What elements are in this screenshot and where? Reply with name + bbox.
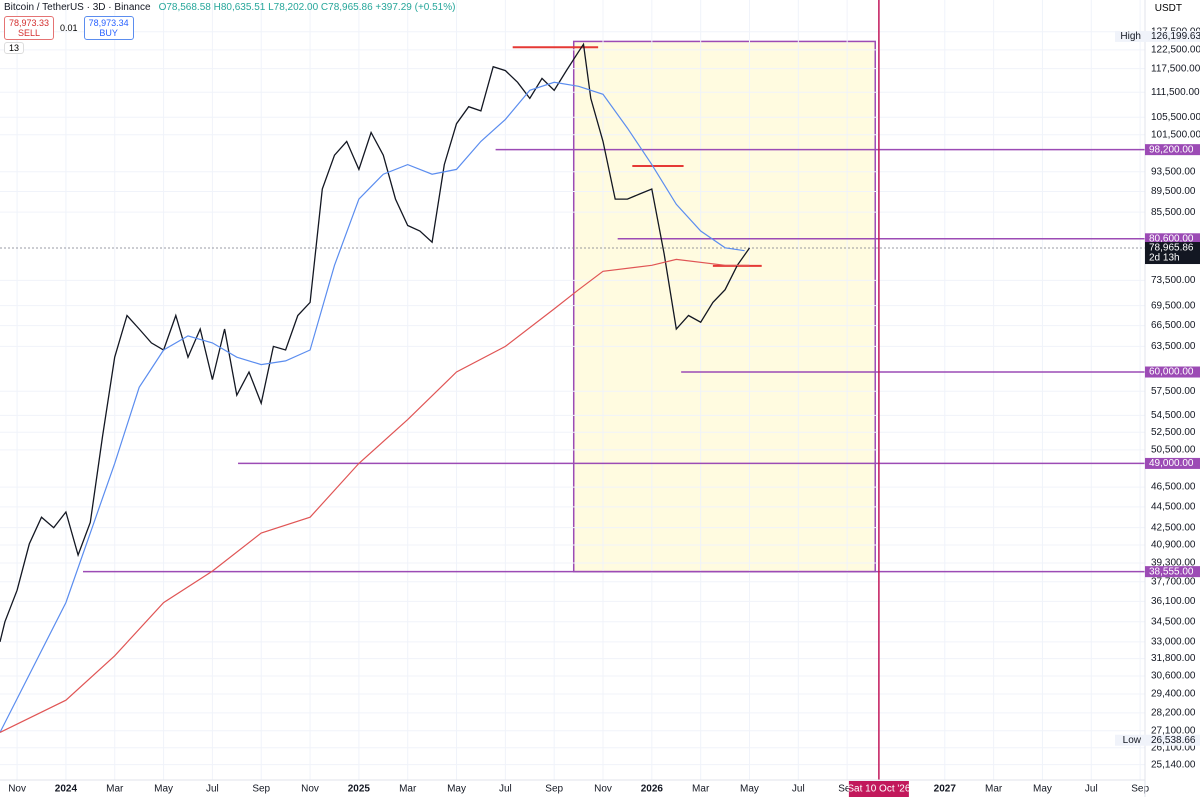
last-price-label: 78,965.86	[1149, 243, 1194, 254]
grid	[0, 0, 1145, 780]
y-tick-label: 36,100.00	[1151, 596, 1196, 607]
y-tick-label: 44,500.00	[1151, 502, 1196, 513]
y-tick-label: 122,500.00	[1151, 44, 1200, 55]
symbol: Bitcoin / TetherUS · 3D · Binance	[4, 2, 151, 13]
buy-label: BUY	[99, 28, 118, 38]
x-tick-label: May	[740, 784, 759, 795]
x-tick-label: Jul	[499, 784, 512, 795]
level-label: 98,200.00	[1149, 144, 1194, 155]
low-tag: Low	[1123, 735, 1142, 746]
indicator-toggle[interactable]: 13	[4, 42, 25, 54]
y-tick-label: 63,500.00	[1151, 341, 1196, 352]
x-tick-label: Sep	[1131, 784, 1149, 795]
y-tick-label: 42,500.00	[1151, 522, 1196, 533]
y-tick-label: 25,140.00	[1151, 759, 1196, 770]
quantity: 0.01	[60, 23, 78, 33]
y-tick-label: 73,500.00	[1151, 275, 1196, 286]
y-tick-label: 37,700.00	[1151, 576, 1196, 587]
level-flag	[1145, 233, 1200, 245]
low-flag	[1115, 734, 1200, 746]
low-value: 26,538.66	[1151, 735, 1196, 746]
y-tick-label: 46,500.00	[1151, 482, 1196, 493]
y-tick-label: 57,500.00	[1151, 386, 1196, 397]
y-tick-label: 89,500.00	[1151, 186, 1196, 197]
x-tick-label: Sep	[838, 784, 856, 795]
y-tick-label: 29,400.00	[1151, 689, 1196, 700]
high-tag: High	[1120, 31, 1141, 42]
y-tick-label: 28,200.00	[1151, 707, 1196, 718]
x-tick-label: May	[447, 784, 466, 795]
price-line	[0, 42, 751, 643]
high-value: 126,199.63	[1151, 31, 1200, 42]
x-tick-label: Jul	[206, 784, 219, 795]
buy-button[interactable]: 78,973.34 BUY	[83, 16, 134, 40]
y-tick-label: 54,500.00	[1151, 410, 1196, 421]
y-tick-label: 85,500.00	[1151, 207, 1196, 218]
y-tick-label: 40,900.00	[1151, 540, 1196, 551]
x-tick-label: 2027	[934, 784, 957, 795]
y-tick-label: 33,000.00	[1151, 637, 1196, 648]
level-label: 80,600.00	[1149, 233, 1194, 244]
y-tick-label: 117,500.00	[1151, 63, 1200, 74]
y-tick-label: 50,500.00	[1151, 444, 1196, 455]
x-tick-label: Jul	[792, 784, 805, 795]
moving-average	[0, 258, 750, 733]
zone-box	[572, 40, 876, 573]
y-tick-label: 52,500.00	[1151, 427, 1196, 438]
y-tick-label: 31,800.00	[1151, 653, 1196, 664]
date-label: Sat 10 Oct '26	[847, 784, 910, 795]
date-flag	[848, 781, 909, 797]
x-tick-label: 2024	[55, 784, 78, 795]
plot	[0, 0, 1145, 780]
level-flag	[1145, 144, 1200, 156]
x-tick-label: Sep	[545, 784, 563, 795]
x-tick-label: Mar	[692, 784, 710, 795]
x-tick-label: Mar	[106, 784, 124, 795]
x-tick-label: Mar	[985, 784, 1003, 795]
x-tick-label: May	[1033, 784, 1052, 795]
currency[interactable]: USDT	[1154, 3, 1182, 14]
level-flag	[1145, 366, 1200, 378]
sell-price: 78,973.33	[9, 18, 50, 28]
y-tick-label: 111,500.00	[1151, 87, 1200, 98]
y-tick-label: 26,100.00	[1151, 742, 1196, 753]
header: Bitcoin / TetherUS · 3D · Binance O78,56…	[4, 2, 455, 13]
y-tick-label: 101,500.00	[1151, 129, 1200, 140]
y-tick-label: 93,500.00	[1151, 166, 1196, 177]
y-tick-label: 34,500.00	[1151, 616, 1196, 627]
level-label: 38,555.00	[1149, 566, 1194, 577]
y-tick-label: 30,600.00	[1151, 671, 1196, 682]
y-tick-label: 66,500.00	[1151, 320, 1196, 331]
y-tick-label: 69,500.00	[1151, 300, 1196, 311]
y-tick-label: 39,300.00	[1151, 558, 1196, 569]
x-tick-label: Mar	[399, 784, 417, 795]
trade-panel: 78,973.33 SELL 0.01 78,973.34 BUY	[4, 16, 134, 40]
ohlc: O78,568.58 H80,635.51 L78,202.00 C78,965…	[158, 2, 456, 13]
high-flag	[1115, 30, 1200, 42]
countdown: 2d 13h	[1149, 253, 1180, 264]
level-label: 60,000.00	[1149, 367, 1194, 378]
sell-label: SELL	[18, 28, 41, 38]
x-tick-label: Nov	[301, 784, 319, 795]
sell-button[interactable]: 78,973.33 SELL	[4, 16, 55, 40]
x-tick-label: May	[154, 784, 173, 795]
y-tick-label: 27,100.00	[1151, 725, 1196, 736]
x-tick-label: Nov	[8, 784, 26, 795]
x-tick-label: Sep	[252, 784, 270, 795]
last-price-flag	[1145, 242, 1200, 265]
level-flag	[1145, 457, 1200, 469]
x-tick-label: Jul	[1085, 784, 1098, 795]
x-tick-label: 2025	[348, 784, 371, 795]
moving-average	[0, 81, 745, 733]
buy-price: 78,973.34	[88, 18, 129, 28]
x-tick-label: Nov	[594, 784, 612, 795]
x-tick-label: 2026	[641, 784, 664, 795]
level-flag	[1145, 566, 1200, 578]
level-label: 49,000.00	[1149, 458, 1194, 469]
y-tick-label: 105,500.00	[1151, 112, 1200, 123]
